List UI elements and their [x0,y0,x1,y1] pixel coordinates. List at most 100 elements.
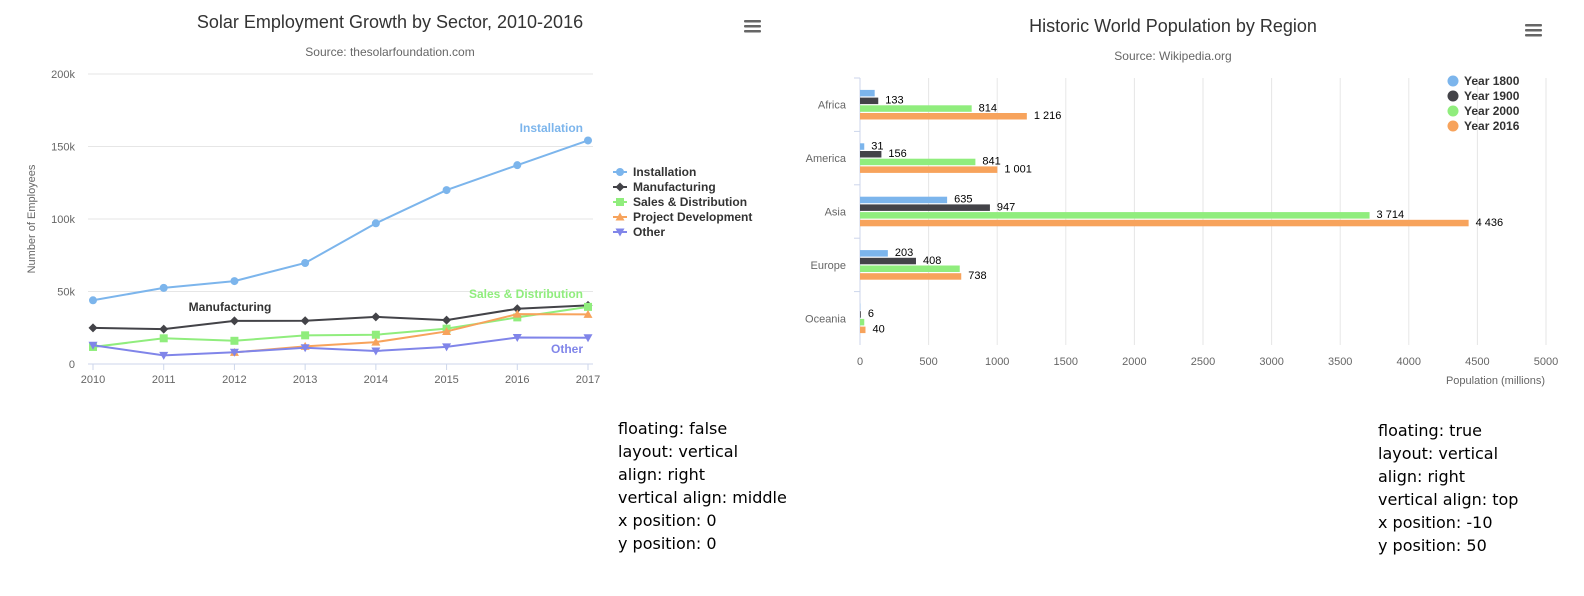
data-point [230,336,239,345]
chart-subtitle: Source: Wikipedia.org [1114,49,1231,63]
hamburger-menu-icon[interactable] [1525,24,1542,37]
note-line: floating: true [1378,421,1482,440]
bar-data-label: 841 [982,156,1000,168]
note-line: vertical align: middle [618,488,787,507]
series-line [92,305,589,348]
data-point [89,296,97,305]
y-axis-title: Number of Employees [26,164,38,273]
y-tick-label: 50k [57,287,75,299]
bar-data-label: 133 [885,95,903,107]
bar [860,204,990,211]
x-tick-label: 1500 [1054,356,1078,368]
right-legend-options-note: floating: true layout: vertical align: r… [1378,419,1518,557]
data-point [512,334,522,343]
series-line [234,313,589,354]
data-point [442,315,452,325]
x-tick-label: 0 [857,356,863,368]
data-point [442,343,452,352]
note-line: floating: false [618,419,728,438]
series-installation: Installation [89,121,592,305]
legend-item[interactable]: Year 2000 [1447,104,1520,118]
data-point [88,341,98,350]
chart-title: Solar Employment Growth by Sector, 2010-… [197,12,583,32]
line-series-group: Installation Manufacturing Sales & Distrib… [88,121,593,360]
bar [860,196,948,204]
solar-employment-chart: Solar Employment Growth by Sector, 2010-… [0,0,780,400]
bar-data-label: 40 [872,324,884,336]
series-line [92,336,589,357]
series-inline-label: Manufacturing [189,300,272,314]
x-tick-label: 2014 [364,374,388,386]
legend-marker [615,182,625,192]
bar [860,265,960,272]
legend-item[interactable]: Year 2016 [1447,119,1520,133]
legend-label: Other [633,225,665,239]
note-line: x position: -10 [1378,513,1493,532]
bar [860,318,865,326]
bar-data-label: 947 [997,201,1015,213]
note-line: y position: 50 [1378,536,1487,555]
world-population-chart: Historic World Population by Region Sour… [790,0,1580,400]
category-labels: Africa America Asia Europe Oceania [805,77,860,325]
note-line: align: right [1378,467,1466,486]
data-point [512,304,522,314]
hamburger-menu-icon[interactable] [744,20,761,33]
data-point [583,334,593,343]
x-tick-label: 4500 [1465,356,1489,368]
data-point [584,302,592,311]
bar-series-group: 133 814 1 216 31 156 841 1 001 635 947 3 714 4 436… [860,89,1503,336]
x-axis-ticks: 0 500 1000 1500 2000 2500 3000 3500 4000 4500 5000 [857,356,1558,368]
data-point [230,277,239,286]
series-other: Other [88,334,593,360]
bar-data-label: 4 436 [1476,217,1504,229]
data-point [229,348,239,357]
bar [860,273,962,280]
legend-marker [615,212,625,221]
bar [860,113,1027,120]
legend-label: Year 2016 [1464,119,1520,133]
bar-group-asia: 635 947 3 714 4 436 [860,194,1503,229]
note-line: x position: 0 [618,511,717,530]
data-point [301,331,310,340]
data-point [159,324,169,334]
data-point [300,316,310,326]
data-point [300,344,310,353]
legend-item[interactable]: Manufacturing [613,180,716,194]
legend-item[interactable]: Sales & Distribution [613,195,747,209]
legend-item[interactable]: Project Development [613,210,752,224]
note-line: vertical align: top [1378,490,1519,509]
legend-item[interactable]: Year 1900 [1447,89,1520,103]
legend-item[interactable]: Other [613,225,665,239]
legend-item[interactable]: Year 1800 [1447,74,1520,88]
bar [860,250,888,257]
note-line: layout: vertical [1378,444,1499,463]
series-manufacturing: Manufacturing [88,300,593,334]
y-tick-label: 100k [51,214,75,226]
legend-item[interactable]: Installation [613,165,696,179]
line-chart-svg: Solar Employment Growth by Sector, 2010-… [26,12,761,386]
bar [860,151,882,158]
data-point [442,186,451,195]
legend-label: Project Development [633,210,752,224]
data-point [371,337,381,346]
y-tick-label: 0 [69,359,75,371]
x-tick-label: 2017 [576,374,600,386]
bar [860,97,879,105]
x-tick-label: 500 [919,356,937,368]
left-legend-options-note: floating: false layout: vertical align: … [618,417,787,555]
x-tick-label: 4000 [1397,356,1421,368]
y-gridlines [88,73,593,365]
bar-data-label: 31 [871,140,883,152]
bar [860,143,865,150]
bar [860,219,1469,227]
data-point [371,219,380,228]
data-point [371,330,380,339]
series-inline-label: Other [551,342,583,356]
legend-label: Installation [633,165,696,179]
legend-marker [1447,105,1459,117]
bar [860,311,861,318]
series-line [92,304,589,331]
x-tick-label: 3500 [1328,356,1352,368]
